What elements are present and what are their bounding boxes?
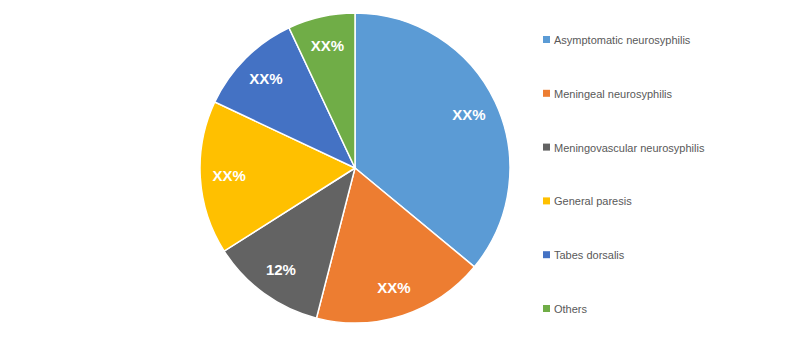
legend-item: Tabes dorsalis	[543, 249, 625, 261]
legend-item: Meningeal neurosyphilis	[543, 88, 673, 100]
legend-label: Tabes dorsalis	[554, 249, 625, 261]
legend-label: Meningeal neurosyphilis	[554, 88, 673, 100]
legend-label: Others	[554, 303, 588, 315]
legend-item: Asymptomatic neurosyphilis	[543, 34, 691, 46]
data-label: XX%	[311, 37, 344, 54]
legend: Asymptomatic neurosyphilis Meningeal neur…	[543, 34, 705, 315]
legend-item: Meningovascular neurosyphilis	[543, 142, 705, 154]
pie-slice	[289, 13, 355, 168]
legend-label: Asymptomatic neurosyphilis	[554, 34, 691, 46]
data-label: 12%	[266, 261, 296, 278]
data-label: XX%	[377, 279, 410, 296]
legend-swatch	[543, 90, 550, 97]
legend-swatch	[543, 305, 550, 312]
legend-swatch	[543, 251, 550, 258]
data-label: XX%	[452, 106, 485, 123]
legend-swatch	[543, 197, 550, 204]
legend-label: Meningovascular neurosyphilis	[554, 142, 705, 154]
pie	[200, 13, 510, 323]
legend-label: General paresis	[554, 195, 632, 207]
legend-item: Others	[543, 303, 588, 315]
data-label: XX%	[249, 70, 282, 87]
legend-swatch	[543, 36, 550, 43]
legend-item: General paresis	[543, 195, 632, 207]
data-label: XX%	[213, 167, 246, 184]
chart: XX% XX% 12% XX% XX% XX% Asymptomatic neurosyph…	[0, 0, 800, 353]
data-labels: XX% XX% 12% XX% XX% XX%	[213, 37, 486, 297]
legend-swatch	[543, 144, 550, 151]
